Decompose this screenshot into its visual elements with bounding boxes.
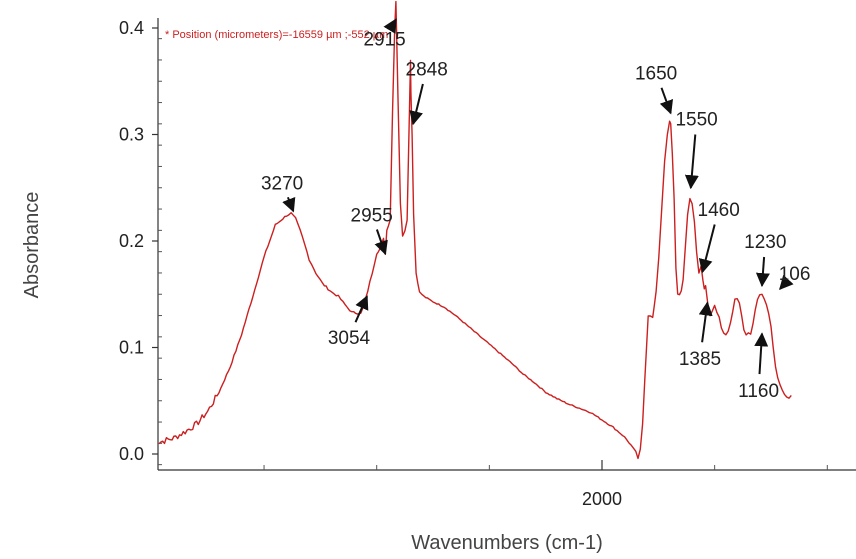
peak-label: 106 (779, 264, 811, 285)
y-tick-label: 0.0 (119, 444, 144, 464)
peak-label: 1230 (744, 232, 786, 253)
tick-layer: 0.0 0.1 0.2 0.3 0.4 2000 (119, 18, 828, 509)
annotation-arrow (282, 196, 296, 213)
annotation-arrow (383, 18, 397, 34)
annotation-arrow (374, 229, 388, 256)
annotation-arrow (354, 295, 369, 323)
annotation-arrow (659, 87, 673, 115)
annotation-arrow (698, 224, 716, 274)
peak-label: 2915 (363, 30, 405, 51)
annotation-arrow (409, 83, 424, 126)
annotation-arrow (684, 134, 699, 190)
peak-label: 1650 (635, 64, 677, 85)
peak-label: 1550 (675, 110, 717, 131)
position-readout: * Position (micrometers)=-16559 µm ;-552… (165, 29, 388, 41)
peak-label: 3270 (261, 173, 303, 194)
peak-label: 2848 (406, 60, 448, 81)
y-tick-label: 0.3 (119, 125, 144, 145)
annotation-arrow (755, 256, 770, 288)
annotation-arrow (779, 274, 794, 290)
y-tick-label: 0.1 (119, 338, 144, 358)
peak-label: 2955 (351, 205, 393, 226)
annotation-arrow (754, 332, 769, 375)
peak-label: 1385 (679, 349, 721, 370)
spectrum-line (158, 0, 792, 460)
peak-label: 1160 (738, 381, 779, 402)
y-tick-label: 0.2 (119, 231, 144, 251)
annotation-arrow (698, 301, 713, 343)
peak-label: 1460 (698, 200, 740, 221)
y-tick-label: 0.4 (119, 18, 144, 38)
peak-label: 3054 (328, 328, 371, 349)
x-axis-title: Wavenumbers (cm-1) (411, 532, 603, 554)
y-axis-title: Absorbance (21, 192, 43, 299)
x-tick-label: 2000 (582, 489, 622, 509)
